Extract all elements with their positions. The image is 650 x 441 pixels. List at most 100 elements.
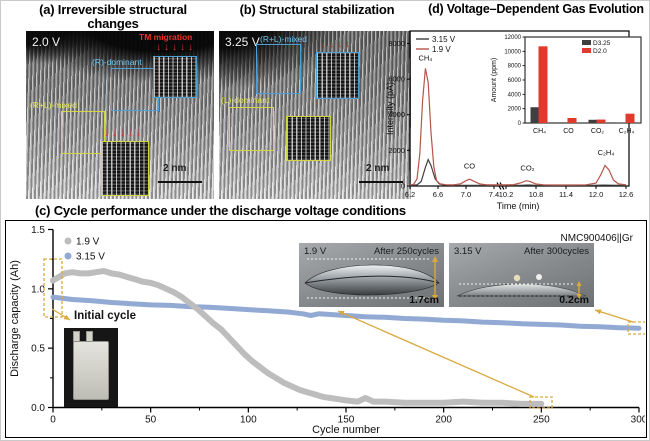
panel-a-inset-bottom [101,141,149,196]
panel-a-red-arrows-bottom-icon: ↓↓↓↓↓ [104,128,144,139]
svg-text:0: 0 [401,182,405,191]
bar-D3.25 [530,107,539,123]
bar-D2.0 [596,119,606,123]
svg-text:4000: 4000 [508,92,522,98]
svg-text:C₂H₄: C₂H₄ [598,148,615,157]
panel-b-red-arrows-icon: ↓↓↓↓ [321,39,353,50]
gas-evolution-chart: 0 2000 4000 6000 8000 6.2 6.6 7.0 7.4 10.2 10.8 11.… [385,30,642,211]
svg-text:D3.25: D3.25 [593,40,611,47]
panel-c-title: (c) Cycle performance under the discharg… [35,203,406,218]
panel-a-region-blue-label: (R)-dominant [92,57,142,67]
gas-series-3.15 V [409,158,627,186]
panel-a-title-line2: changes [87,16,139,32]
gas-plot: 0 2000 4000 6000 8000 6.2 6.6 7.0 7.4 10.2 10.8 11.… [385,30,634,211]
panel-a-voltage-label: 2.0 V [32,35,61,49]
svg-text:NMC900406||Gr: NMC900406||Gr [561,233,634,244]
cycle-performance-chart: 0.0 0.5 1.0 1.5 0 50 100 150 200 250 300 Cycle numb… [9,225,645,436]
pouch-cell [73,341,109,400]
panel-a-region-yellow-label: (R+L)-mixed [30,100,77,110]
svg-text:CO₂: CO₂ [520,163,534,172]
svg-text:6.2: 6.2 [405,190,415,199]
svg-text:6000: 6000 [388,75,405,84]
panel-b-region-yellow-label: (L)-dominant [221,95,270,105]
panel-b-scale-bar-label: 2 nm [366,163,390,174]
svg-text:8000: 8000 [388,39,405,48]
svg-text:2000: 2000 [388,146,405,155]
photo1-cycles-label: After 250cycles [374,246,439,257]
svg-text:0.0: 0.0 [31,403,45,414]
panel-a-scale-bar-label: 2 nm [163,163,187,174]
panel-a-tem-image: 2.0 V TM migration ↓↓↓↓↓ (R)-dominant (R… [26,31,214,199]
svg-text:250: 250 [533,415,550,426]
photo1-thickness-label: 1.7cm [409,294,439,306]
svg-text:10.2: 10.2 [499,190,514,199]
svg-text:12.0: 12.0 [589,190,604,199]
initial-cycle-photo [64,328,118,407]
svg-text:CO: CO [464,162,475,171]
panel-b-region-blue-label: (R+L)-mixed [260,34,307,44]
svg-text:300: 300 [631,415,645,426]
panel-a-tm-migration-label: TM migration [139,32,193,42]
svg-text:11.4: 11.4 [559,190,573,199]
svg-text:Time (min): Time (min) [497,201,540,211]
svg-text:6.6: 6.6 [433,190,443,199]
svg-text:100: 100 [240,415,257,426]
panel-b-inset-center [286,116,331,161]
bar-D2.0 [538,46,548,123]
bar-D3.25 [588,119,597,123]
panel-d-chart: 0 2000 4000 6000 8000 6.2 6.6 7.0 7.4 10.2 10.8 11.… [384,23,649,215]
svg-text:D2.0: D2.0 [593,48,607,55]
panel-b-title: (b) Structural stabilization [239,2,395,17]
svg-text:3.15 V: 3.15 V [432,35,456,44]
svg-text:0.5: 0.5 [31,344,45,355]
panel-a-title-line1: (a) Irreversible structural [39,2,187,17]
gas-series-1.9 V [409,68,627,186]
photo2-thickness-label: 0.2cm [559,294,589,306]
cycle-series-3.15 V [50,294,642,331]
gas-inset-bar-chart: 0 2000 4000 6000 8000 10000 12000 Amount (ppm) C… [491,35,642,135]
svg-text:1.0: 1.0 [31,284,45,295]
svg-text:8000: 8000 [508,64,522,70]
photo2-voltage-label: 3.15 V [454,246,482,257]
panel-b-region-yellow-box [229,107,274,151]
svg-text:150: 150 [338,415,355,426]
panel-a-inset-top [153,56,197,98]
panel-a-scale-bar [158,181,202,183]
gold-annotations [43,258,645,409]
svg-text:CH₄: CH₄ [533,128,546,135]
swollen-pouch-illustration [304,256,440,301]
bar-D3.25 [559,122,568,123]
svg-text:7.0: 7.0 [461,190,471,199]
panel-b-region-blue-box [256,44,301,94]
svg-text:12000: 12000 [504,35,521,41]
panel-a-title: (a) Irreversible structural changes [9,2,217,32]
svg-text:1.5: 1.5 [31,225,45,236]
svg-text:Intensity (pA): Intensity (pA) [385,82,395,135]
panel-a-red-arrows-top-icon: ↓↓↓↓↓ [156,42,196,53]
panel-a-region-yellow-box [61,111,105,154]
cycle-plot: 0.0 0.5 1.0 1.5 0 50 100 150 200 250 300 Cycle numb… [9,225,645,436]
svg-text:CO₂: CO₂ [591,128,605,135]
svg-text:Discharge capacity (Ah): Discharge capacity (Ah) [9,260,21,377]
panel-b-inset-right [316,52,359,99]
photo1-voltage-label: 1.9 V [304,246,327,257]
svg-text:7.4: 7.4 [489,190,499,199]
panel-d-title: (d) Voltage–Dependent Gas Evolution [428,2,644,16]
panel-b-scale-bar [359,181,403,183]
panel-c-frame: 0.0 0.5 1.0 1.5 0 50 100 150 200 250 300 Cycle numb… [5,220,647,438]
svg-text:1.9 V: 1.9 V [76,237,100,248]
initial-cycle-label: Initial cycle [74,310,137,322]
svg-text:Cycle number: Cycle number [312,424,380,436]
photo2-cycles-label: After 300cycles [524,246,589,257]
svg-text:200: 200 [435,415,452,426]
svg-text:CH₄: CH₄ [418,53,432,62]
svg-text:4000: 4000 [388,110,405,119]
svg-text:0: 0 [518,121,522,127]
svg-text:Amount (ppm): Amount (ppm) [491,58,498,102]
svg-text:12.6: 12.6 [619,190,634,199]
photo-after-250-cycles: 1.9 V After 250cycles 1.7cm [299,243,444,307]
bar-D2.0 [625,113,635,123]
svg-text:0: 0 [50,415,56,426]
bar-D2.0 [567,117,577,123]
